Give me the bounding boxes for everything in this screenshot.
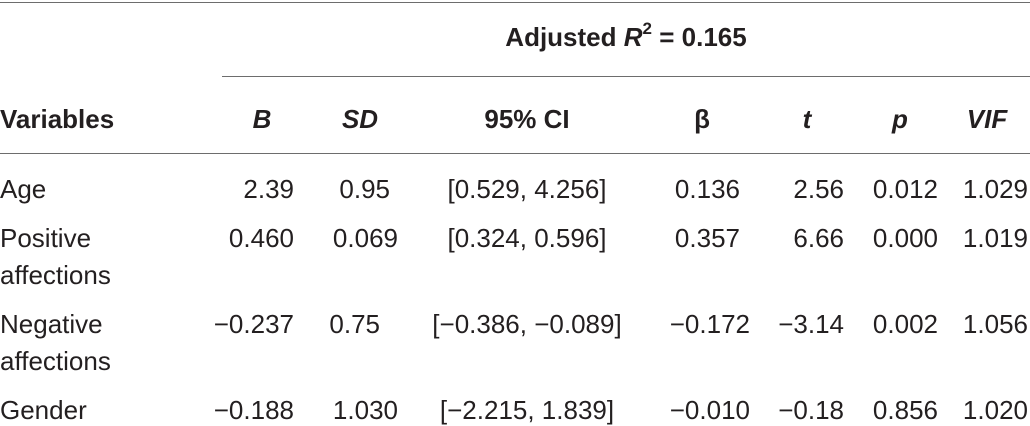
cell-beta: −0.172	[669, 309, 750, 339]
row-variable: Age	[0, 174, 47, 204]
cell-ci: [0.324, 0.596]	[447, 223, 607, 253]
cell-t: −3.14	[778, 309, 844, 339]
row-variable: Negative	[0, 309, 103, 339]
cell-p: 0.000	[872, 223, 938, 253]
cell-p: 0.856	[872, 395, 938, 425]
column-header-beta: β	[694, 104, 710, 134]
column-header-variables: Variables	[0, 104, 115, 134]
cell-sd: 0.95	[339, 174, 390, 204]
cell-vif: 1.056	[962, 309, 1028, 339]
cell-sd: 0.75	[329, 309, 380, 339]
row-variable-continued: affections	[0, 346, 111, 376]
column-header-sd: SD	[341, 104, 379, 134]
column-header-vif: VIF	[966, 104, 1008, 134]
row-variable: Gender	[0, 395, 87, 425]
column-header-t: t	[802, 104, 812, 134]
cell-p: 0.002	[872, 309, 938, 339]
cell-sd: 0.069	[332, 223, 398, 253]
cell-beta: 0.136	[674, 174, 740, 204]
cell-sd: 1.030	[332, 395, 398, 425]
group-header: Adjusted R2 = 0.165	[505, 19, 747, 52]
top-rule	[0, 2, 1030, 3]
cell-beta: −0.010	[669, 395, 750, 425]
column-header-p: p	[892, 104, 908, 134]
cell-vif: 1.029	[962, 174, 1028, 204]
column-header-b: B	[252, 104, 272, 134]
cell-b: −0.237	[213, 309, 294, 339]
column-header-ci: 95% CI	[484, 104, 570, 134]
cell-b: 0.460	[228, 223, 294, 253]
header-rule	[0, 153, 1030, 154]
cell-t: 6.66	[793, 223, 844, 253]
cell-p: 0.012	[872, 174, 938, 204]
cell-t: 2.56	[793, 174, 844, 204]
group-header-rule	[222, 76, 1030, 77]
row-variable-continued: affections	[0, 260, 111, 290]
cell-t: −0.18	[778, 395, 844, 425]
cell-ci: [−0.386, −0.089]	[432, 309, 622, 339]
row-variable: Positive	[0, 223, 92, 253]
cell-ci: [0.529, 4.256]	[447, 174, 607, 204]
cell-beta: 0.357	[674, 223, 740, 253]
cell-b: 2.39	[243, 174, 294, 204]
cell-b: −0.188	[213, 395, 294, 425]
cell-ci: [−2.215, 1.839]	[439, 395, 615, 425]
cell-vif: 1.019	[962, 223, 1028, 253]
cell-vif: 1.020	[962, 395, 1028, 425]
